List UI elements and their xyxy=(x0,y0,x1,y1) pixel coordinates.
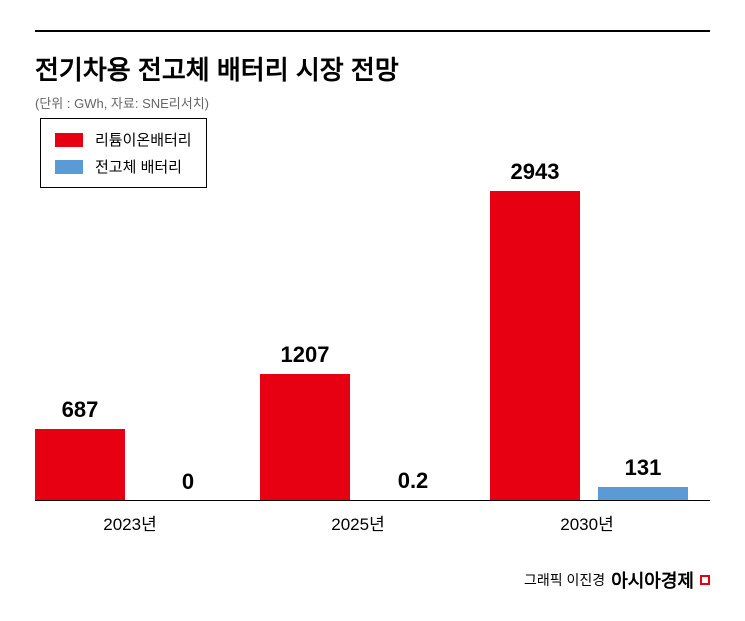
bar-label-blue-0: 0 xyxy=(182,469,194,495)
bar-label-blue-1: 0.2 xyxy=(398,468,429,494)
top-divider xyxy=(35,30,710,32)
bar-group-0: 687 0 xyxy=(35,397,233,501)
bar-wrap-blue-1: 0.2 xyxy=(368,468,458,501)
x-label-1: 2025년 xyxy=(331,510,384,535)
bar-label-blue-2: 131 xyxy=(625,455,662,481)
x-label-0: 2023년 xyxy=(103,510,156,535)
bar-wrap-red-0: 687 xyxy=(35,397,125,501)
chart-title: 전기차용 전고체 배터리 시장 전망 xyxy=(35,50,710,87)
bar-red-2 xyxy=(490,191,580,501)
credit-brand: 아시아경제 xyxy=(611,567,694,593)
bar-wrap-blue-0: 0 xyxy=(143,469,233,501)
bar-label-red-2: 2943 xyxy=(511,159,560,185)
credit: 그래픽 이진경 아시아경제 xyxy=(524,567,710,593)
credit-mark-icon xyxy=(700,575,710,585)
x-label-2: 2030년 xyxy=(560,510,613,535)
credit-author: 그래픽 이진경 xyxy=(524,570,605,590)
bar-label-red-0: 687 xyxy=(62,397,99,423)
chart-plot-area: 687 0 1207 0.2 2943 131 xyxy=(35,100,710,501)
bar-label-red-1: 1207 xyxy=(281,342,330,368)
bar-wrap-blue-2: 131 xyxy=(598,455,688,501)
bar-wrap-red-2: 2943 xyxy=(490,159,580,501)
bar-wrap-red-1: 1207 xyxy=(260,342,350,501)
bar-blue-2 xyxy=(598,487,688,501)
bar-group-1: 1207 0.2 xyxy=(260,342,458,501)
bar-group-2: 2943 131 xyxy=(490,159,688,501)
bar-red-1 xyxy=(260,374,350,501)
bar-red-0 xyxy=(35,429,125,501)
x-axis-line xyxy=(35,500,710,501)
